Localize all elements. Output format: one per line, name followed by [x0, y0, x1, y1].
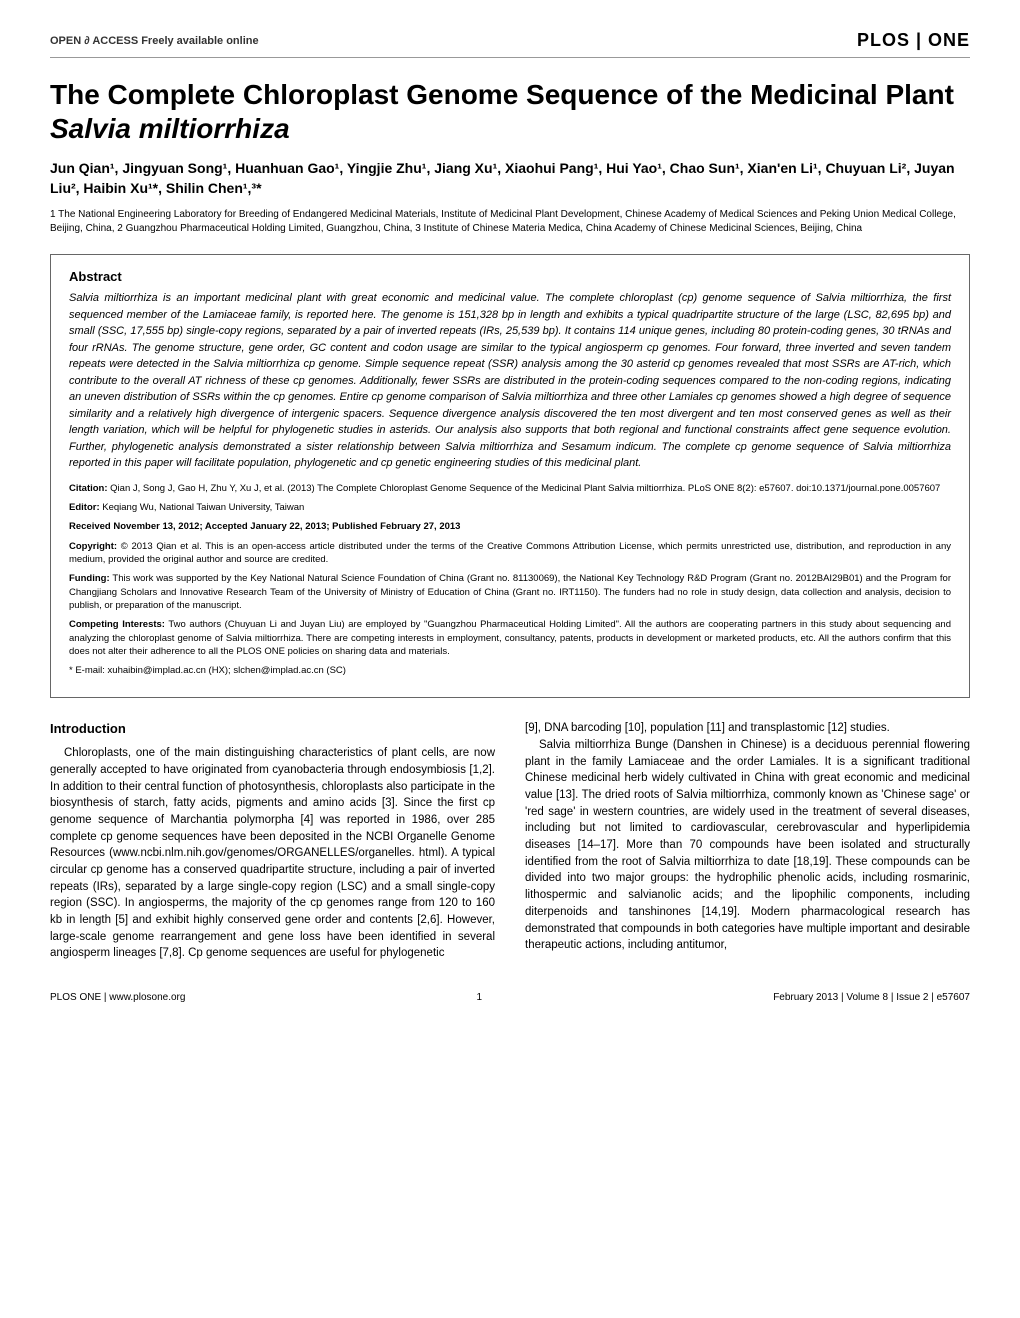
citation-label: Citation:: [69, 483, 108, 494]
abstract-text: Salvia miltiorrhiza is an important medi…: [69, 290, 951, 472]
author-list: Jun Qian¹, Jingyuan Song¹, Huanhuan Gao¹…: [50, 159, 970, 198]
competing-row: Competing Interests: Two authors (Chuyua…: [69, 618, 951, 658]
competing-label: Competing Interests:: [69, 619, 165, 630]
email-row: * E-mail: xuhaibin@implad.ac.cn (HX); sl…: [69, 664, 951, 677]
main-columns: Introduction Chloroplasts, one of the ma…: [50, 720, 970, 962]
intro-paragraph-1-cont: [9], DNA barcoding [10], population [11]…: [525, 720, 970, 737]
title-species: Salvia miltiorrhiza: [50, 113, 290, 144]
competing-text: Two authors (Chuyuan Li and Juyan Liu) a…: [69, 619, 951, 657]
journal-logo: PLOS | ONE: [857, 30, 970, 51]
page-header: OPEN ∂ ACCESS Freely available online PL…: [50, 30, 970, 58]
copyright-text: © 2013 Qian et al. This is an open-acces…: [69, 541, 951, 565]
editor-row: Editor: Keqiang Wu, National Taiwan Univ…: [69, 501, 951, 514]
footer-left: PLOS ONE | www.plosone.org: [50, 992, 185, 1003]
affiliations: 1 The National Engineering Laboratory fo…: [50, 208, 970, 236]
citation-row: Citation: Qian J, Song J, Gao H, Zhu Y, …: [69, 482, 951, 495]
funding-label: Funding:: [69, 573, 110, 584]
abstract-heading: Abstract: [69, 269, 951, 284]
page-footer: PLOS ONE | www.plosone.org 1 February 20…: [50, 992, 970, 1003]
funding-row: Funding: This work was supported by the …: [69, 572, 951, 612]
article-title: The Complete Chloroplast Genome Sequence…: [50, 78, 970, 145]
dates-text: Received November 13, 2012; Accepted Jan…: [69, 521, 460, 532]
intro-paragraph-1: Chloroplasts, one of the main distinguis…: [50, 745, 495, 962]
citation-text: Qian J, Song J, Gao H, Zhu Y, Xu J, et a…: [108, 483, 941, 494]
intro-paragraph-2: Salvia miltiorrhiza Bunge (Danshen in Ch…: [525, 737, 970, 954]
funding-text: This work was supported by the Key Natio…: [69, 573, 951, 611]
left-column: Introduction Chloroplasts, one of the ma…: [50, 720, 495, 962]
editor-label: Editor:: [69, 502, 100, 513]
editor-text: Keqiang Wu, National Taiwan University, …: [100, 502, 305, 513]
copyright-label: Copyright:: [69, 541, 117, 552]
introduction-heading: Introduction: [50, 720, 495, 739]
abstract-box: Abstract Salvia miltiorrhiza is an impor…: [50, 254, 970, 698]
title-text: The Complete Chloroplast Genome Sequence…: [50, 79, 954, 110]
open-access-badge: OPEN ∂ ACCESS Freely available online: [50, 35, 259, 47]
dates-row: Received November 13, 2012; Accepted Jan…: [69, 520, 951, 533]
right-column: [9], DNA barcoding [10], population [11]…: [525, 720, 970, 962]
footer-right: February 2013 | Volume 8 | Issue 2 | e57…: [773, 992, 970, 1003]
copyright-row: Copyright: © 2013 Qian et al. This is an…: [69, 540, 951, 567]
footer-page-number: 1: [477, 992, 483, 1003]
